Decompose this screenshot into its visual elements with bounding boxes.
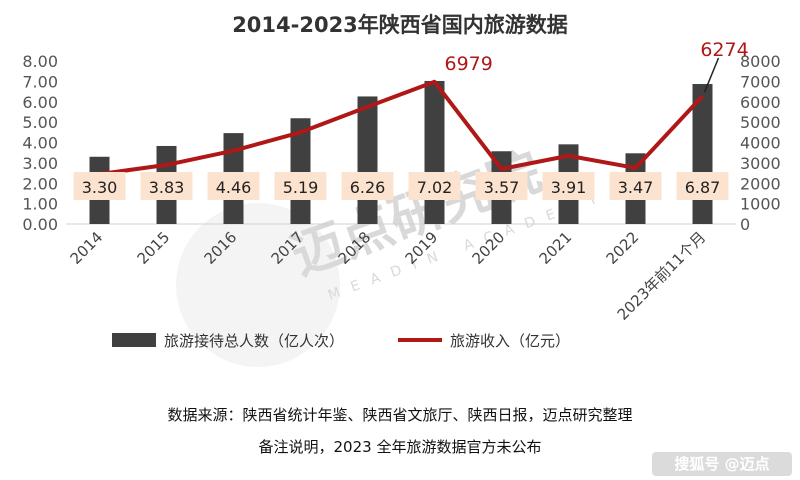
watermark-logo [176,203,340,367]
legend-bar-label: 旅游接待总人数（亿人次） [164,332,344,350]
y-left-tick-label: 8.00 [22,52,58,71]
bar-data-labels: 3.30 3.83 4.46 5.19 6.26 7.02 3.57 3.91 3.47 6.87 [73,172,729,200]
bar-label-box [475,172,528,200]
bar-label-box [542,172,595,200]
line-label: 6274 [700,39,748,61]
x-tick-label: 2022 [603,228,643,268]
bar-label: 3.30 [82,178,118,197]
y-right-tick-label: 8000 [740,52,781,71]
line-data-labels: 6979 6274 [445,39,749,93]
bar-label-box [207,172,260,200]
y-right-tick-label: 6000 [740,93,781,112]
y-left-tick-label: 2.00 [22,174,58,193]
corner-watermark: 搜狐号 @迈点 [652,452,792,476]
revenue-line [99,79,704,177]
bar-label: 3.47 [618,178,654,197]
y-left-tick-label: 1.00 [22,195,58,214]
bar-label: 7.02 [417,178,453,197]
bar-label: 6.26 [350,178,386,197]
y-right-tick-label: 1000 [740,195,781,214]
legend-bar-swatch [112,333,156,347]
y-right-tick-label: 2000 [740,174,781,193]
y-right-tick-label: 0 [740,215,750,234]
bar-label: 4.46 [216,178,252,197]
bar-label-box [140,172,193,200]
y-right-tick-label: 5000 [740,113,781,132]
bar-label-box [609,172,662,200]
y-left-tick-label: 6.00 [22,93,58,112]
x-tick-label: 2014 [67,228,107,268]
bar-label: 3.57 [484,178,520,197]
remark-note: 备注说明，2023 全年旅游数据官方未公布 [259,438,542,456]
bar-label-box [274,172,327,200]
y-left-tick-label: 5.00 [22,113,58,132]
line-series [99,79,704,177]
x-tick-label: 2015 [134,228,174,268]
y-left-tick-label: 3.00 [22,154,58,173]
bar-label: 3.91 [551,178,587,197]
line-label: 6979 [445,53,493,75]
bar-label: 6.87 [685,178,721,197]
y-right-tick-label: 4000 [740,134,781,153]
y-axis-left: 0.001.00 2.003.004.00 5.006.00 7.008.00 [22,52,58,234]
bar-label: 3.83 [149,178,185,197]
corner-watermark-bg [652,452,792,476]
x-tick-label: 2021 [536,228,576,268]
legend-line-label: 旅游收入（亿元） [450,332,570,350]
bar-label-box [408,172,461,200]
source-note: 数据来源：陕西省统计年鉴、陕西省文旅厅、陕西日报，迈点研究整理 [167,406,632,424]
bar [357,96,378,224]
y-left-tick-label: 4.00 [22,134,58,153]
y-right-tick-label: 7000 [740,72,781,91]
y-left-tick-label: 0.00 [22,215,58,234]
chart-title: 2014-2023年陕西省国内旅游数据 [232,13,568,37]
corner-watermark-text: 搜狐号 @迈点 [674,455,769,473]
line-label-leader [703,57,720,93]
y-left-tick-label: 7.00 [22,72,58,91]
bar-label-box [676,172,729,200]
bar-label-box [341,172,394,200]
legend: 旅游接待总人数（亿人次） 旅游收入（亿元） [112,332,570,350]
bar-label-box [73,172,126,200]
bar [424,80,445,224]
y-right-tick-label: 3000 [740,154,781,173]
bar-label: 5.19 [283,178,319,197]
